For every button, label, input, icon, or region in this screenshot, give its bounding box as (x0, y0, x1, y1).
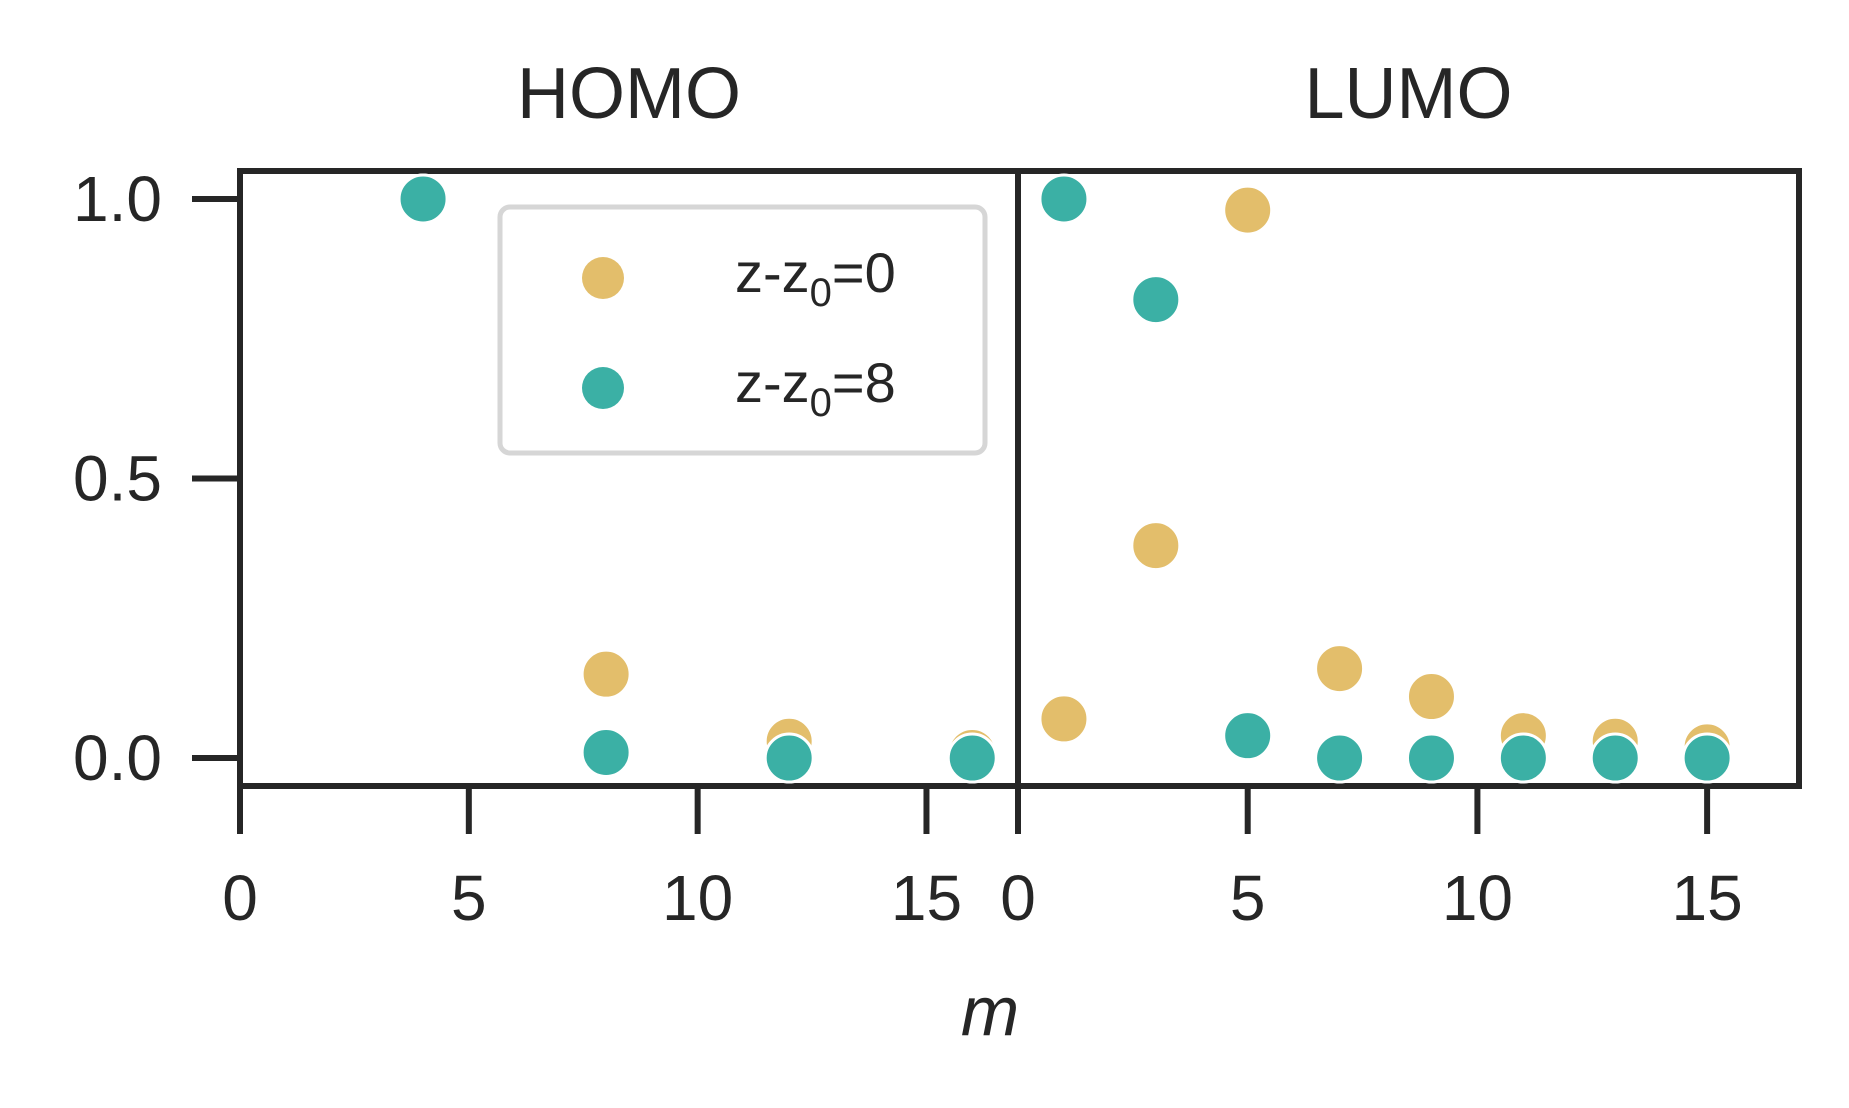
data-point-series-2 (946, 732, 998, 784)
panel-2: LUMO 0 5 10 15 (1000, 54, 1802, 934)
x-tick-label: 10 (1442, 862, 1513, 934)
data-point-series-2 (397, 173, 449, 225)
data-point-series-2 (1222, 710, 1274, 762)
x-tick-label: 5 (1230, 862, 1266, 934)
data-point-series-2 (1314, 732, 1366, 784)
x-tick-label: 15 (1672, 862, 1743, 934)
x-tick-label: 0 (1000, 862, 1036, 934)
data-point-series-2 (1130, 274, 1182, 326)
panel-1: HOMO 0 5 10 15 0.0 0.5 1.0 (73, 54, 1021, 934)
y-tick-label: 1.0 (73, 163, 162, 235)
data-point-series-2 (1681, 732, 1733, 784)
legend-marker-series-2 (582, 367, 624, 409)
data-point-series-2 (763, 732, 815, 784)
panel-title: LUMO (1304, 54, 1512, 134)
plot-frame (1015, 168, 1802, 789)
y-tick-label: 0.0 (73, 722, 162, 794)
data-point-series-1 (580, 648, 632, 700)
legend-label-series-2: z-z0=8 (735, 351, 896, 425)
data-point-series-2 (1405, 732, 1457, 784)
data-point-series-1 (1130, 520, 1182, 572)
legend-marker-series-1 (582, 257, 624, 299)
x-tick-label: 0 (222, 862, 258, 934)
data-point-series-1 (1314, 643, 1366, 695)
data-point-series-2 (1497, 732, 1549, 784)
x-tick-label: 10 (662, 862, 733, 934)
data-point-series-2 (580, 726, 632, 778)
legend: z-z0=0 z-z0=8 (497, 204, 988, 456)
x-tick-label: 15 (891, 862, 962, 934)
legend-label-series-1: z-z0=0 (735, 241, 896, 315)
data-point-series-1 (1405, 671, 1457, 723)
data-point-series-2 (1589, 732, 1641, 784)
panel-title: HOMO (517, 54, 741, 134)
data-point-series-1 (1222, 184, 1274, 236)
x-tick-label: 5 (451, 862, 487, 934)
x-axis-label: m (961, 972, 1019, 1050)
data-point-series-2 (1038, 173, 1090, 225)
y-tick-label: 0.5 (73, 443, 162, 515)
data-point-series-1 (1038, 693, 1090, 745)
